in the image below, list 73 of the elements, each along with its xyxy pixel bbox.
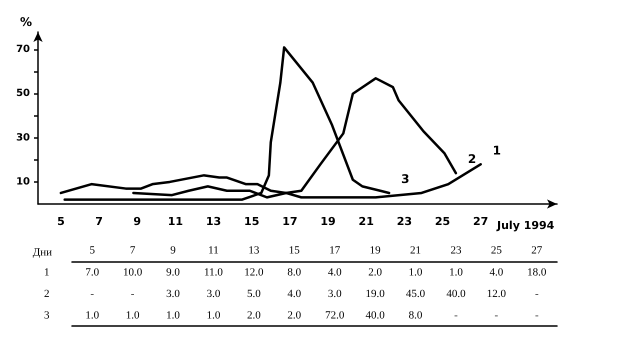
y-tick-label: 30: [16, 132, 30, 144]
x-axis-title: July 1994: [496, 219, 555, 232]
text: -: [90, 288, 94, 300]
data-label: 9.0: [166, 266, 180, 279]
data-label: 19.0: [366, 288, 386, 300]
y-tick-label: 50: [16, 88, 30, 100]
data-label: 40.0: [446, 288, 466, 300]
x-tick-label: 11: [168, 215, 184, 228]
series-label: 3: [401, 172, 410, 186]
text: -: [454, 309, 458, 322]
data-label: 1.0: [166, 309, 180, 322]
data-label: 3.0: [206, 288, 221, 300]
y-tick-label: 2: [44, 288, 50, 300]
series-label: 1: [492, 143, 502, 158]
data-label: 1.0: [408, 266, 423, 279]
x-tick-label: 15: [244, 215, 260, 228]
x-tick-label: 25: [434, 215, 450, 228]
data-label: 40.0: [366, 309, 386, 322]
data-label: 12.0: [244, 266, 264, 279]
x-tick-label: 17: [282, 215, 298, 228]
data-label: 4.0: [287, 288, 302, 300]
text: -: [534, 309, 539, 322]
data-label: 45.0: [406, 288, 426, 300]
data-label: 8.0: [287, 266, 302, 279]
x-tick-label: 25: [490, 244, 502, 256]
data-label: 1.0: [206, 309, 221, 322]
data-label: 4.0: [490, 266, 504, 279]
y-tick-label: 10: [16, 176, 30, 188]
x-tick-label: 7: [95, 215, 103, 228]
data-label: 3.0: [166, 288, 180, 300]
data-label: 1.0: [85, 309, 100, 322]
text: -: [494, 309, 498, 322]
text: -: [534, 288, 539, 300]
data-label: 7.0: [85, 266, 100, 279]
y-tick-label: 70: [16, 44, 30, 56]
data-label: 18.0: [527, 266, 547, 279]
series-label: 2: [468, 152, 476, 166]
data-label: 4.0: [328, 266, 342, 279]
data-label: 1.0: [449, 266, 464, 279]
x-tick-label: 17: [329, 244, 341, 256]
data-label: 2.0: [287, 309, 302, 322]
data-label: 8.0: [408, 309, 423, 322]
x-tick-label: 21: [410, 244, 422, 256]
data-label: 10.0: [123, 266, 143, 279]
x-tick-label: 27: [531, 244, 543, 256]
data-label: 2.0: [247, 309, 262, 322]
data-label: 11.0: [204, 266, 224, 279]
x-tick-label: 23: [450, 244, 462, 256]
data-label: 2.0: [368, 266, 382, 279]
y-tick-label: 3: [44, 309, 50, 322]
x-tick-label: 13: [206, 215, 222, 228]
x-tick-label: 7: [130, 244, 136, 256]
data-label: 1.0: [126, 309, 140, 322]
x-tick-label: 27: [473, 215, 488, 228]
y-tick-label: 1: [44, 266, 50, 279]
x-tick-label: 5: [89, 244, 96, 256]
x-axis-title: Дни: [32, 246, 52, 258]
x-tick-label: 23: [396, 215, 412, 228]
x-tick-label: 19: [320, 215, 336, 228]
y-axis-title: %: [20, 15, 32, 29]
x-tick-label: 5: [57, 215, 65, 228]
data-label: 3.0: [328, 288, 342, 300]
data-label: 72.0: [325, 309, 345, 322]
x-tick-label: 9: [133, 215, 142, 228]
x-tick-label: 9: [170, 244, 176, 256]
data-label: 12.0: [486, 288, 506, 300]
x-tick-label: 21: [358, 215, 374, 228]
x-tick-label: 13: [248, 244, 260, 256]
x-tick-label: 19: [370, 244, 382, 256]
data-label: 5.0: [247, 288, 262, 300]
text: -: [130, 288, 134, 300]
x-tick-label: 15: [288, 244, 300, 256]
x-tick-label: 11: [208, 244, 219, 256]
